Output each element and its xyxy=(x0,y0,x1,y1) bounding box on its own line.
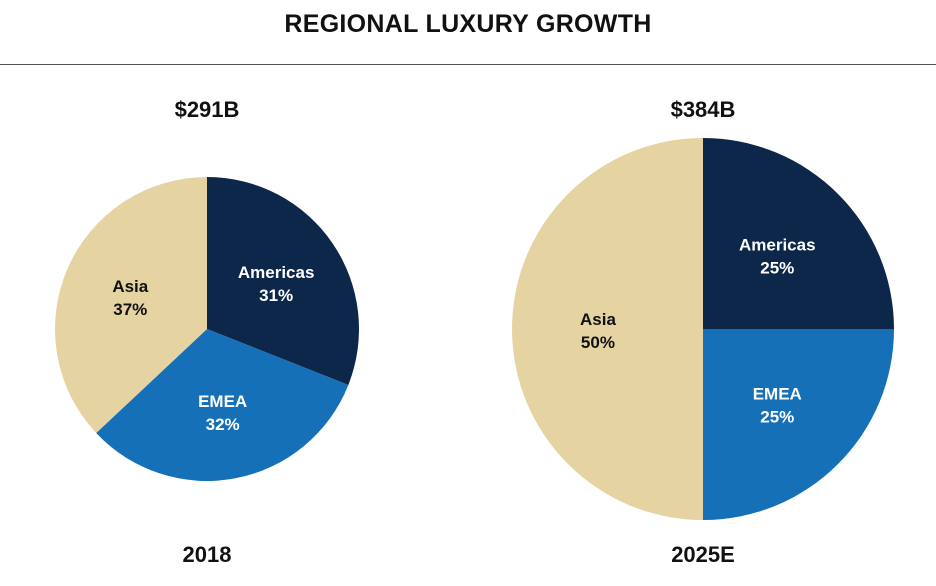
pie-2018-label-emea: EMEA 32% xyxy=(198,392,247,434)
pie-2018-year: 2018 xyxy=(182,542,232,567)
pie-2025e-slice-emea xyxy=(703,329,894,520)
pie-2025e-label-americas: Americas 25% xyxy=(739,236,816,278)
pie-2025e-label-asia-value: 50% xyxy=(581,333,615,352)
chart-title: REGIONAL LUXURY GROWTH xyxy=(284,10,652,38)
pie-2018-label-asia-value: 37% xyxy=(113,300,147,319)
pie-2018-label-emea-value: 32% xyxy=(206,415,240,434)
pie-2018-label-americas: Americas 31% xyxy=(238,263,315,305)
pie-2025e-slice-americas xyxy=(703,138,894,329)
pie-2018-slice-americas xyxy=(207,177,359,385)
pie-2018-total: $291B xyxy=(174,97,240,122)
pie-2025e-year: 2025E xyxy=(671,542,735,567)
pie-2018-label-americas-name: Americas xyxy=(238,263,315,282)
pie-2025e-slice-asia xyxy=(512,138,703,520)
pie-2018-label-asia: Asia 37% xyxy=(112,277,148,319)
pie-2025e-label-asia: Asia 50% xyxy=(580,310,616,352)
pie-2025e-label-americas-value: 25% xyxy=(760,259,794,278)
pie-2025e-label-emea: EMEA 25% xyxy=(753,384,802,426)
pie-2025e-label-americas-name: Americas xyxy=(739,236,816,255)
pie-2018-label-americas-value: 31% xyxy=(259,286,293,305)
pie-2025e-label-emea-name: EMEA xyxy=(753,384,802,403)
pie-2018-slice-asia xyxy=(54,177,207,434)
pie-2018-slice-emea xyxy=(96,329,349,481)
title-divider xyxy=(0,64,936,65)
pie-2025e-label-emea-value: 25% xyxy=(760,407,794,426)
pie-2018-label-asia-name: Asia xyxy=(112,277,148,296)
pie-2025e-label-asia-name: Asia xyxy=(580,310,616,329)
pie-2025e-total: $384B xyxy=(670,97,736,122)
pie-2018-label-emea-name: EMEA xyxy=(198,392,247,411)
